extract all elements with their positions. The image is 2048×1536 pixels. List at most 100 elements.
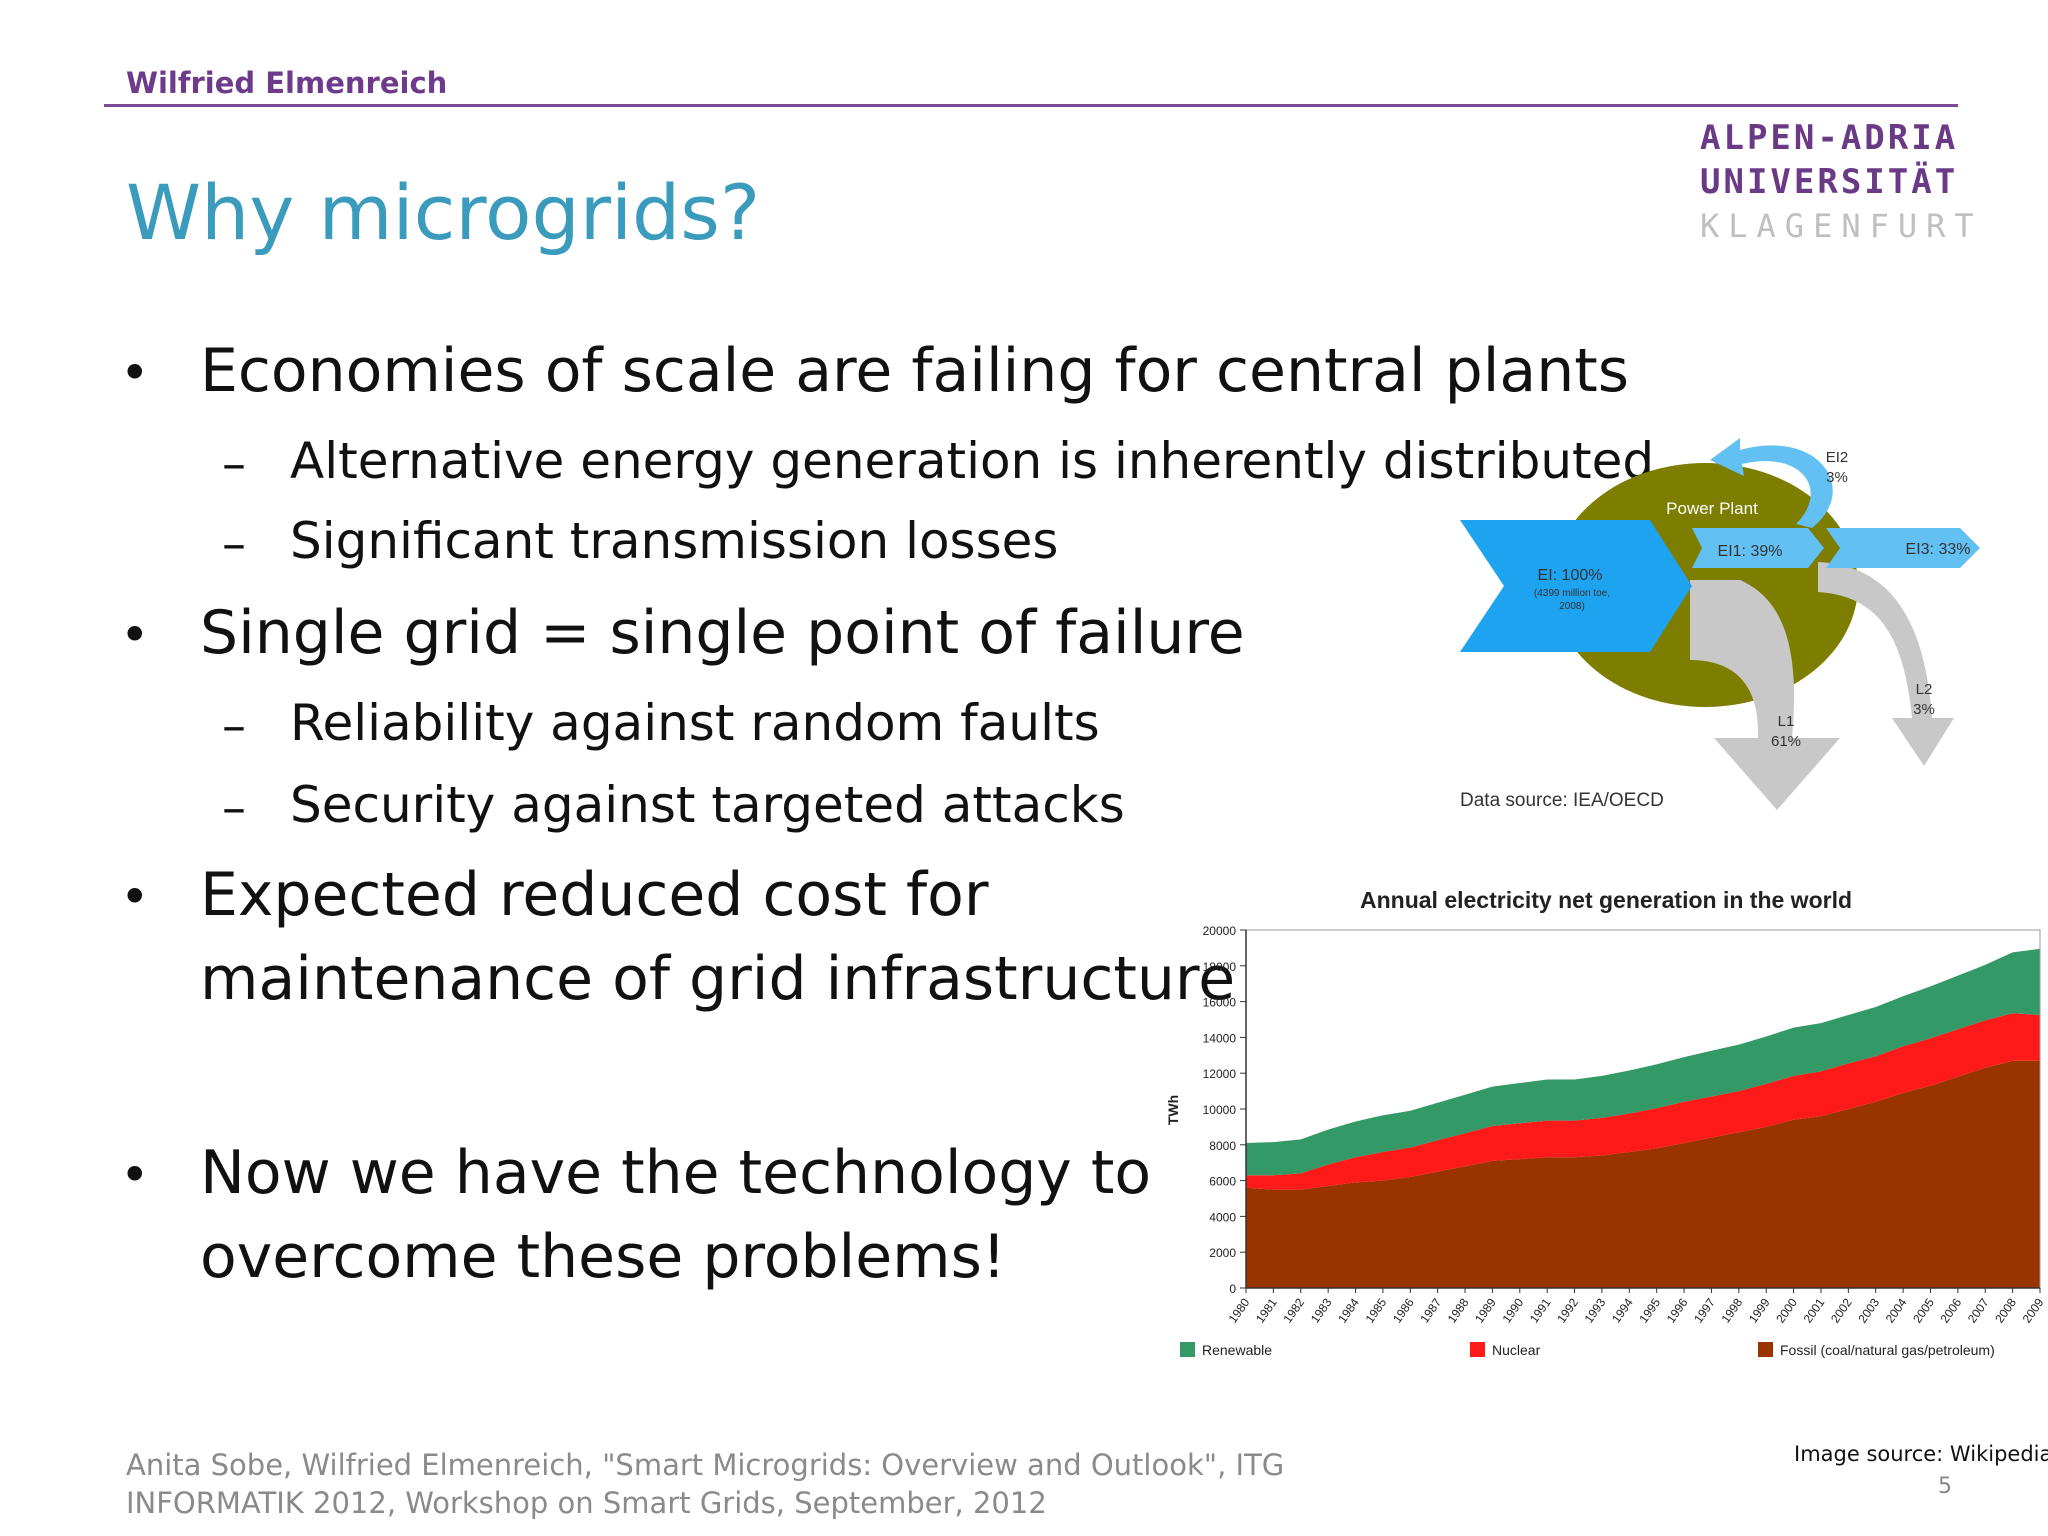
bullet-3-line-1: Expected reduced cost for xyxy=(200,860,989,930)
bullet-2-sub-2: Security against targeted attacks xyxy=(290,776,1125,834)
l2-label-2: 3% xyxy=(1913,701,1935,718)
bullet-marker: • xyxy=(120,344,150,402)
x-tick-label: 1993 xyxy=(1582,1295,1609,1325)
x-tick-label: 1983 xyxy=(1308,1295,1335,1325)
x-tick-label: 1999 xyxy=(1746,1295,1773,1325)
ei3-label: EI3: 33% xyxy=(1906,541,1971,558)
x-tick-label: 1991 xyxy=(1527,1295,1554,1325)
area-series-renewable xyxy=(1246,948,2040,1176)
l1-label-2: 61% xyxy=(1771,733,1801,750)
x-tick-label: 1995 xyxy=(1636,1295,1663,1325)
x-tick-label: 1989 xyxy=(1472,1295,1499,1325)
y-tick-label: 20000 xyxy=(1203,924,1237,938)
x-tick-label: 1988 xyxy=(1445,1295,1472,1325)
x-tick-label: 1994 xyxy=(1609,1295,1636,1325)
legend-swatch xyxy=(1180,1342,1195,1357)
ei2-label-2: 3% xyxy=(1826,469,1848,486)
logo-line-3: KLAGENFURT xyxy=(1700,207,1983,245)
area-series-nuclear xyxy=(1246,1013,2040,1190)
y-tick-label: 4000 xyxy=(1209,1210,1236,1224)
x-tick-label: 2002 xyxy=(1828,1295,1855,1325)
sub-bullet-marker: – xyxy=(222,516,246,572)
page-number: 5 xyxy=(1938,1474,1952,1499)
bullet-2: Single grid = single point of failure xyxy=(200,598,1245,668)
l2-label-1: L2 xyxy=(1916,681,1933,698)
logo-line-2: UNIVERSITÄT xyxy=(1700,162,1959,202)
x-tick-label: 2008 xyxy=(1992,1295,2019,1325)
slide-title: Why microgrids? xyxy=(126,168,761,257)
y-tick-label: 16000 xyxy=(1203,996,1237,1010)
x-tick-label: 2000 xyxy=(1773,1295,1800,1325)
x-tick-label: 2009 xyxy=(2020,1295,2046,1325)
y-tick-label: 6000 xyxy=(1209,1175,1236,1189)
y-tick-label: 12000 xyxy=(1203,1067,1237,1081)
y-tick-label: 0 xyxy=(1229,1282,1236,1296)
ei-note-2: 2008) xyxy=(1559,601,1585,612)
area-series-fossil xyxy=(1246,1060,2040,1288)
x-tick-label: 1982 xyxy=(1280,1295,1307,1325)
y-tick-label: 14000 xyxy=(1203,1031,1237,1045)
ei2-label-1: EI2 xyxy=(1826,449,1849,466)
bullet-1: Economies of scale are failing for centr… xyxy=(200,336,1630,406)
x-tick-label: 2007 xyxy=(1965,1295,1992,1325)
x-tick-label: 1984 xyxy=(1335,1295,1362,1325)
x-tick-label: 1985 xyxy=(1363,1295,1390,1325)
bullet-4-line-1: Now we have the technology to xyxy=(200,1138,1152,1208)
image-source: Image source: Wikipedia xyxy=(1794,1442,2048,1466)
x-tick-label: 1987 xyxy=(1417,1295,1444,1325)
data-source-label: Data source: IEA/OECD xyxy=(1460,790,1664,811)
generation-chart: Annual electricity net generation in the… xyxy=(1165,887,2046,1358)
bullet-marker: • xyxy=(120,868,150,926)
x-tick-label: 1996 xyxy=(1664,1295,1691,1325)
input-arrow xyxy=(1460,520,1692,652)
ei3-arrow xyxy=(1826,528,1980,568)
bullet-2-sub-1: Reliability against random faults xyxy=(290,694,1100,752)
ei1-label: EI1: 39% xyxy=(1718,543,1783,560)
ei-label: EI: 100% xyxy=(1538,567,1603,584)
x-tick-label: 2003 xyxy=(1855,1295,1882,1325)
bullet-marker: • xyxy=(120,1146,150,1204)
legend-swatch xyxy=(1470,1342,1485,1357)
loss-l1-arrow xyxy=(1690,580,1840,810)
sub-bullet-marker: – xyxy=(222,780,246,836)
y-axis-label: TWh xyxy=(1165,1095,1181,1125)
power-plant-label: Power Plant xyxy=(1666,499,1758,518)
legend-label: Renewable xyxy=(1202,1342,1272,1358)
y-tick-label: 10000 xyxy=(1203,1103,1237,1117)
header-rule xyxy=(104,104,1958,107)
logo-line-1: ALPEN-ADRIA xyxy=(1700,118,1959,158)
ei1-arrow xyxy=(1692,528,1824,568)
energy-flow-diagram: Power Plant EI: 100% (4399 million toe, … xyxy=(1460,438,1980,811)
legend-swatch xyxy=(1758,1342,1773,1357)
citation-line-2: INFORMATIK 2012, Workshop on Smart Grids… xyxy=(126,1486,1047,1520)
sub-bullet-marker: – xyxy=(222,436,246,492)
citation-line-1: Anita Sobe, Wilfried Elmenreich, "Smart … xyxy=(126,1448,1285,1482)
sub-bullet-marker: – xyxy=(222,698,246,754)
bullet-marker: • xyxy=(120,606,150,664)
author-name: Wilfried Elmenreich xyxy=(126,66,448,100)
x-tick-label: 1981 xyxy=(1253,1295,1280,1325)
bullet-3-line-2: maintenance of grid infrastructure xyxy=(200,944,1236,1014)
x-tick-label: 1990 xyxy=(1499,1295,1526,1325)
loss-l2-arrow xyxy=(1818,562,1954,766)
x-tick-label: 2001 xyxy=(1801,1295,1828,1325)
ei-note-1: (4399 million toe, xyxy=(1534,588,1610,599)
legend-label: Fossil (coal/natural gas/petroleum) xyxy=(1780,1342,1995,1358)
university-logo: ALPEN-ADRIA UNIVERSITÄT KLAGENFURT xyxy=(1700,116,1983,248)
y-tick-label: 2000 xyxy=(1209,1246,1236,1260)
legend-label: Nuclear xyxy=(1492,1342,1541,1358)
citation-footer: Anita Sobe, Wilfried Elmenreich, "Smart … xyxy=(126,1446,1284,1522)
bullet-1-sub-1: Alternative energy generation is inheren… xyxy=(290,432,1655,490)
x-tick-label: 1986 xyxy=(1390,1295,1417,1325)
x-tick-label: 1980 xyxy=(1226,1295,1253,1325)
l1-label-1: L1 xyxy=(1778,713,1795,730)
x-tick-label: 1992 xyxy=(1554,1295,1581,1325)
bullet-4-line-2: overcome these problems! xyxy=(200,1222,1006,1292)
x-tick-label: 2004 xyxy=(1883,1295,1910,1325)
x-tick-label: 1997 xyxy=(1691,1295,1718,1325)
y-tick-label: 8000 xyxy=(1209,1139,1236,1153)
y-tick-label: 18000 xyxy=(1203,960,1237,974)
chart-title: Annual electricity net generation in the… xyxy=(1360,887,1852,913)
bullet-1-sub-2: Significant transmission losses xyxy=(290,512,1059,570)
x-tick-label: 1998 xyxy=(1719,1295,1746,1325)
